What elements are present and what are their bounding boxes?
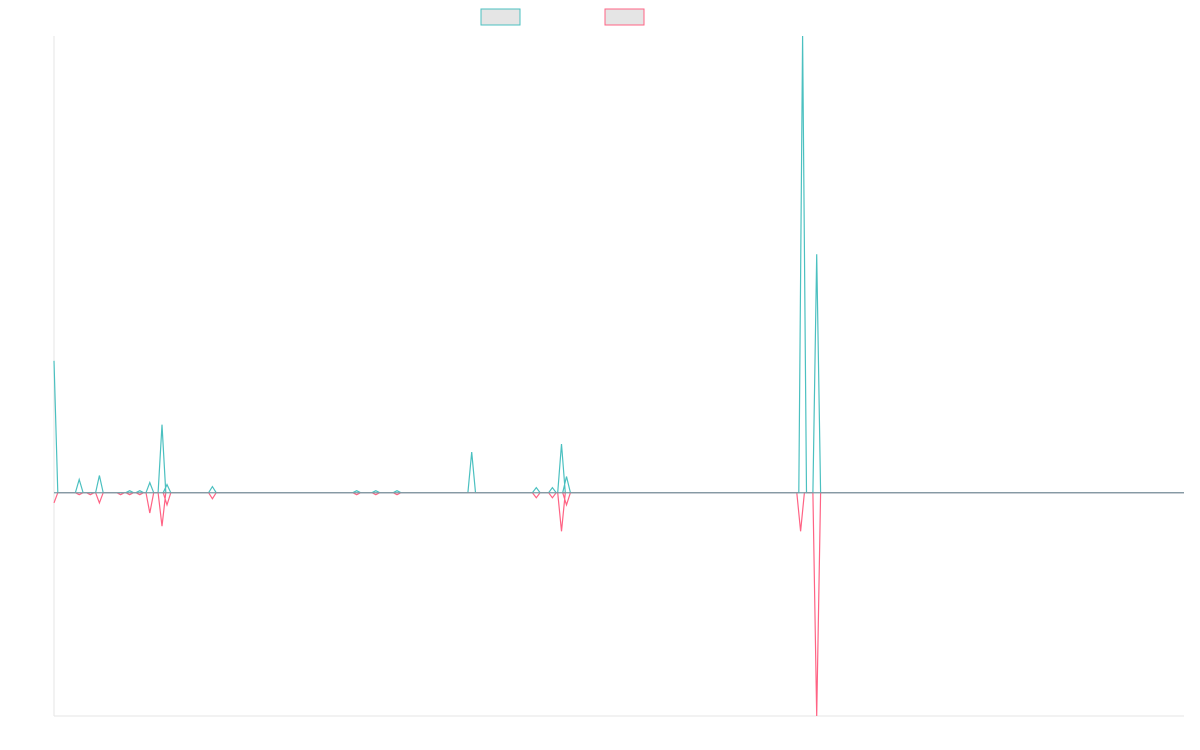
axes [53,36,1184,717]
legend [480,8,645,26]
legend-swatch-2 [604,8,645,26]
series-1-line [53,35,1184,494]
series-2-line [53,492,1184,717]
legend-swatch-1 [480,8,521,26]
series-layer [53,35,1184,717]
